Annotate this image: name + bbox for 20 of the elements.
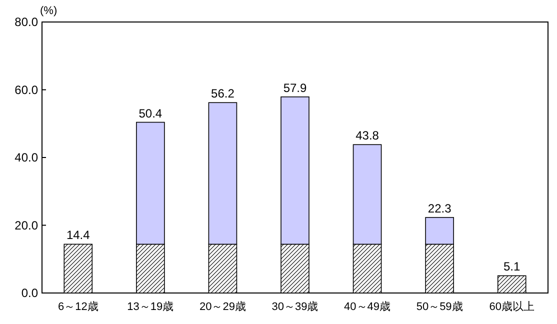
total-label: 22.3 (428, 201, 452, 216)
y-tick-label: 80.0 (14, 15, 38, 29)
total-label: 57.9 (283, 80, 307, 95)
x-tick-label: 40～49歳 (344, 300, 391, 313)
x-tick-label: 6～12歳 (58, 300, 98, 313)
x-tick-label: 20～29歳 (199, 300, 246, 313)
x-tick-label: 13～19歳 (127, 300, 174, 313)
y-tick-label: 60.0 (14, 82, 38, 97)
y-tick-label: 0.0 (21, 286, 38, 300)
y-tick-label: 20.0 (14, 218, 38, 232)
total-label: 43.8 (356, 128, 380, 143)
x-tick-label: 50～59歳 (416, 300, 463, 313)
total-label: 14.4 (66, 228, 90, 242)
total-label: 5.1 (504, 260, 521, 274)
y-axis-title: (%) (40, 5, 58, 17)
x-tick-label: 60歳以上 (489, 300, 534, 313)
total-label: 50.4 (138, 106, 162, 120)
x-tick-label: 30～39歳 (272, 300, 318, 313)
y-tick-label: 40.0 (14, 150, 38, 164)
total-label: 56.2 (211, 86, 235, 101)
